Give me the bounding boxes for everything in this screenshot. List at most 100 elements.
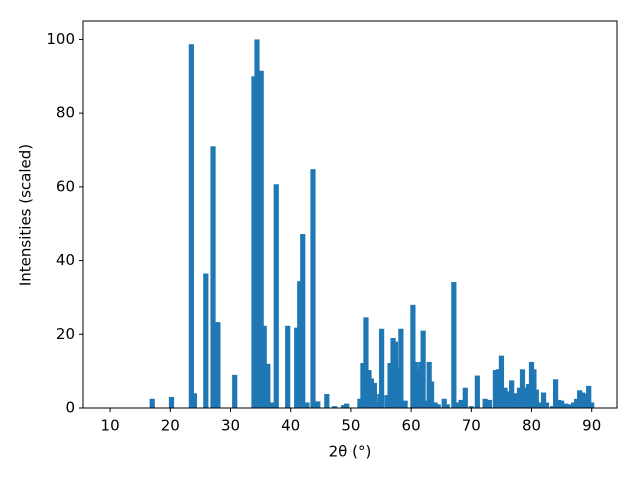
x-tick-label: 80 <box>522 417 541 435</box>
bar <box>210 146 216 409</box>
bar <box>486 399 492 408</box>
bar <box>294 327 300 408</box>
bar <box>395 367 401 408</box>
bar <box>254 39 260 409</box>
bar <box>332 406 338 408</box>
bar <box>451 281 457 408</box>
bar <box>251 76 257 409</box>
bar <box>188 44 194 408</box>
bar <box>519 369 526 408</box>
bar <box>341 405 347 408</box>
bar <box>315 401 321 408</box>
bar <box>297 281 303 408</box>
y-tick-label: 0 <box>65 399 75 417</box>
bar <box>549 406 556 408</box>
bar <box>540 392 547 408</box>
bar <box>360 363 366 408</box>
bar <box>525 384 532 408</box>
bar <box>559 400 565 408</box>
bar <box>149 398 155 408</box>
bar <box>495 369 502 408</box>
bar <box>513 393 520 408</box>
y-tick-label: 40 <box>56 251 75 269</box>
bar <box>563 403 569 408</box>
bar <box>543 402 550 408</box>
bar <box>571 402 577 408</box>
bar <box>304 402 310 408</box>
bar <box>492 370 498 408</box>
bar <box>589 402 595 408</box>
bar <box>468 406 474 408</box>
bar <box>522 387 529 408</box>
bar <box>533 389 539 408</box>
bar <box>310 169 316 408</box>
y-tick-label: 100 <box>46 30 75 48</box>
x-tick-label: 10 <box>101 417 120 435</box>
y-axis-label: Intensities (scaled) <box>17 144 35 286</box>
bar <box>368 378 374 408</box>
x-tick-label: 30 <box>221 417 240 435</box>
x-tick-label: 70 <box>462 417 481 435</box>
plot-frame <box>82 20 618 409</box>
bar <box>580 392 586 408</box>
bar <box>265 363 271 408</box>
bar <box>506 391 512 408</box>
bar <box>432 402 438 408</box>
bar <box>191 393 197 408</box>
bar <box>215 322 221 408</box>
bar <box>258 70 264 408</box>
bar <box>482 398 488 408</box>
x-tick-label: 40 <box>281 417 300 435</box>
bar <box>285 325 291 408</box>
bar <box>441 398 447 408</box>
bar <box>357 398 363 408</box>
bar <box>410 304 416 408</box>
bar <box>502 387 508 408</box>
bar <box>420 330 426 408</box>
bar <box>300 234 306 408</box>
y-tick-label: 20 <box>56 325 75 343</box>
bar <box>458 399 464 408</box>
x-tick-label: 60 <box>402 417 421 435</box>
bar <box>387 363 393 408</box>
bar <box>462 387 468 408</box>
bar <box>574 398 580 408</box>
bar <box>583 393 589 408</box>
bar <box>324 393 330 408</box>
bar <box>509 380 515 408</box>
bar <box>268 402 275 408</box>
bar <box>586 385 592 408</box>
bar <box>435 404 441 408</box>
bar <box>261 325 267 408</box>
bar <box>568 404 574 408</box>
y-tick-label: 60 <box>56 177 75 195</box>
bar <box>552 379 559 408</box>
bar <box>556 399 562 408</box>
bar <box>498 355 505 408</box>
bar <box>371 382 377 408</box>
bar <box>474 375 480 408</box>
bar <box>531 369 537 408</box>
bar <box>344 403 350 408</box>
bar <box>273 184 279 408</box>
bar <box>363 317 369 408</box>
bar <box>428 381 435 408</box>
bar <box>398 328 404 408</box>
bar <box>444 404 450 408</box>
x-tick-label: 50 <box>341 417 360 435</box>
bar <box>577 390 583 408</box>
bar <box>384 395 390 408</box>
y-tick-label: 80 <box>56 104 75 122</box>
x-axis-label: 2θ (°) <box>329 443 372 461</box>
bar <box>516 387 523 408</box>
x-tick-label: 90 <box>582 417 601 435</box>
bar <box>232 374 238 408</box>
bar <box>537 402 544 408</box>
bar <box>168 396 175 408</box>
bar <box>402 400 408 408</box>
bar <box>379 328 385 408</box>
bar <box>455 402 461 408</box>
bar <box>412 361 418 408</box>
bar <box>203 273 209 408</box>
